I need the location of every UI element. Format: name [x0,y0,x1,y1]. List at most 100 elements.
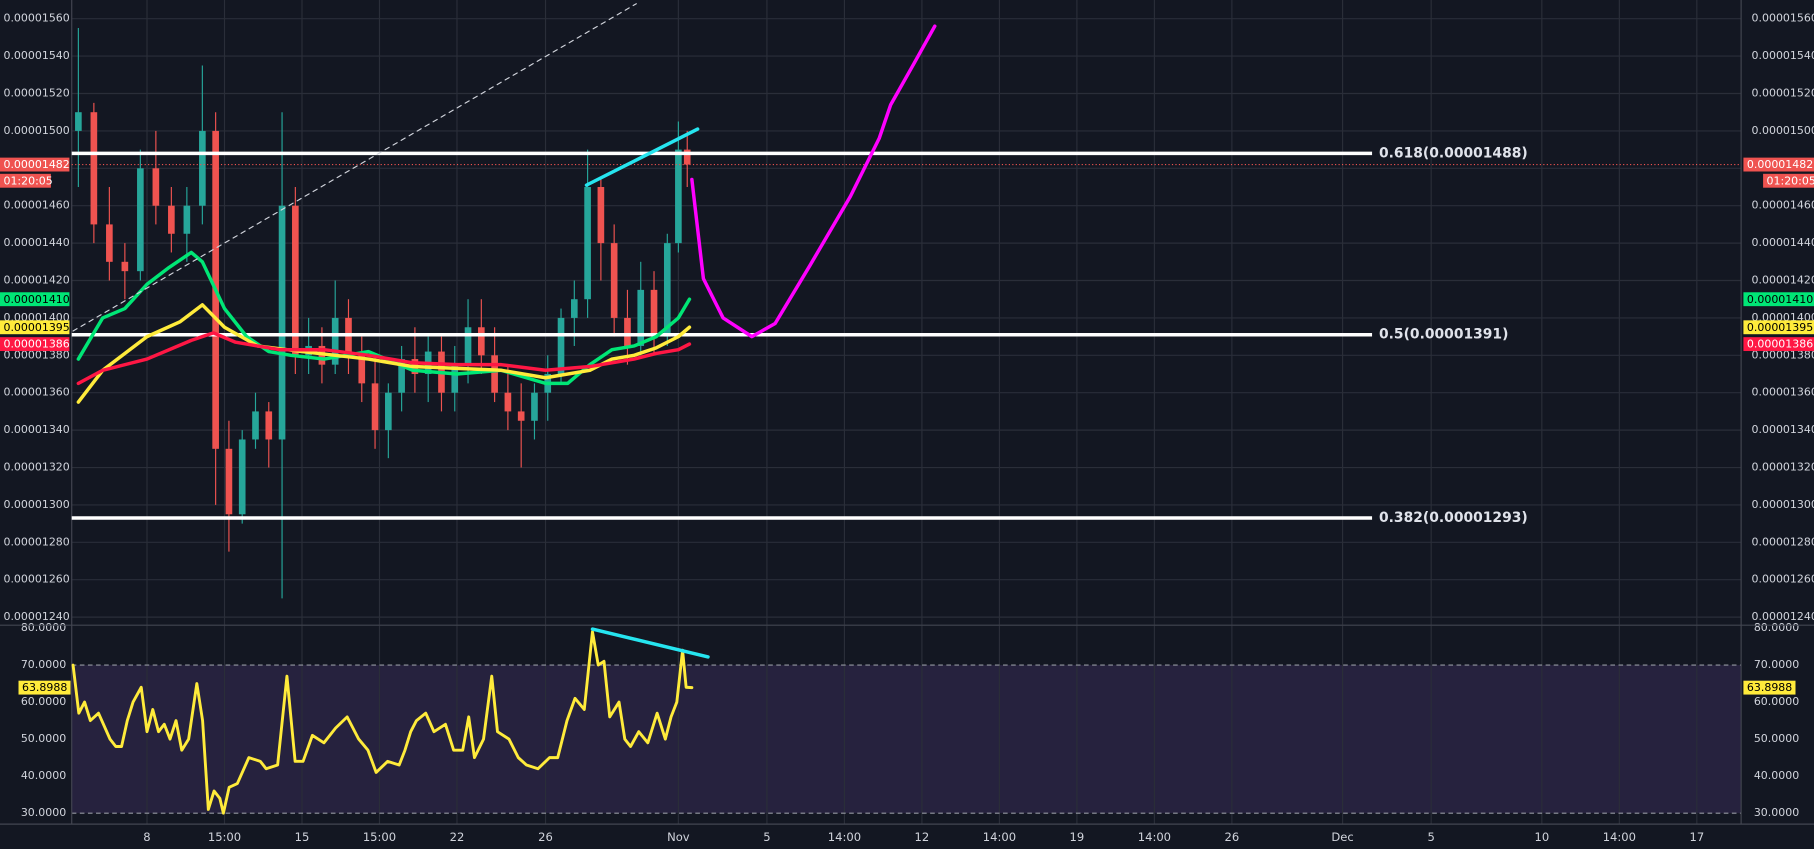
y-tick-label: 0.00001540 [3,49,69,62]
y-tick-label: 0.00001560 [1752,12,1814,25]
value-tag-label: 0.00001410 [1747,293,1813,306]
y-tick-label: 60.0000 [1754,695,1799,708]
candle-body [478,327,485,356]
candle-body [663,243,671,337]
candle-body [371,383,379,431]
candle-body [637,289,645,346]
x-tick-label: 22 [450,830,465,844]
candle-body [345,317,352,356]
candle-body [292,205,299,356]
candle-body [278,205,286,440]
y-tick-label: 0.00001460 [1752,199,1814,212]
value-tag [0,320,70,335]
candle-body [683,149,691,165]
y-tick-label: 40.0000 [1754,769,1799,782]
y-tick-label: 0.00001240 [3,610,69,623]
candle-body [168,205,175,234]
candle-body [597,187,605,244]
x-tick-label: Dec [1331,830,1353,844]
y-tick-label: 80.0000 [21,621,66,634]
x-tick-label: 14:00 [828,830,861,844]
y-tick-label: 0.00001360 [1752,386,1814,399]
x-tick-label: 8 [143,830,150,844]
candle-body [183,205,191,234]
y-tick-label: 30.0000 [21,806,66,819]
candle-body [265,411,273,440]
y-tick-label: 0.00001540 [1752,49,1814,62]
value-tag-label: 63.8988 [1747,681,1792,694]
candle-body [225,448,233,515]
value-tag-label: 63.8988 [22,681,67,694]
candle-body [624,317,631,346]
candle-body [610,243,618,318]
x-tick-label: 15:00 [363,830,396,844]
x-tick-label: 17 [1689,830,1704,844]
candle-body [464,327,472,365]
fib-label: 0.5(0.00001391) [1379,327,1508,343]
candle-body [121,261,129,272]
y-tick-label: 0.00001520 [3,87,69,100]
x-tick-label: 26 [1225,830,1240,844]
candle-body [398,359,405,393]
value-tag-label: 0.00001410 [3,293,69,306]
y-tick-label: 30.0000 [1754,806,1799,819]
countdown-label: 01:20:05 [3,174,52,187]
candle-body [358,355,366,384]
candle-body [252,411,259,440]
y-tick-label: 70.0000 [21,658,66,671]
x-tick-label: 5 [1427,830,1434,844]
x-tick-label: 15:00 [208,830,241,844]
value-tag-label: 0.00001395 [3,321,69,334]
value-tag [1743,292,1814,307]
moving-average [76,331,692,386]
y-tick-label: 0.00001420 [3,274,69,287]
value-tag [18,680,71,695]
y-tick-label: 0.00001380 [1752,348,1814,361]
y-tick-label: 0.00001560 [3,12,69,25]
y-tick-label: 0.00001340 [3,423,69,436]
candle-body [90,112,98,225]
value-tag [1743,157,1814,172]
x-tick-label: 15 [295,830,310,844]
y-tick-label: 0.00001300 [1752,498,1814,511]
x-tick-label: 14:00 [983,830,1016,844]
countdown-tag [1763,173,1814,188]
y-tick-label: 0.00001320 [1752,461,1814,474]
y-tick-label: 0.00001460 [3,199,69,212]
countdown-tag [0,173,51,188]
drawing [690,24,937,339]
drawing [590,627,710,659]
y-tick-label: 60.0000 [21,695,66,708]
y-tick-label: 50.0000 [1754,732,1799,745]
candle-body [238,439,246,515]
candle-body [199,130,206,206]
candle-body [650,289,658,337]
rsi-band [71,665,1742,814]
x-tick-label: 19 [1070,830,1085,844]
y-tick-label: 0.00001360 [3,386,69,399]
value-tag [0,337,70,352]
value-tag-label: 0.00001386 [1747,338,1813,351]
y-tick-label: 0.00001240 [1752,610,1814,623]
y-tick-label: 0.00001320 [3,461,69,474]
candle-body [517,411,525,421]
y-tick-label: 80.0000 [1754,621,1799,634]
value-tag [0,292,70,307]
y-tick-label: 0.00001420 [1752,274,1814,287]
y-tick-label: 50.0000 [21,732,66,745]
candle-body [584,187,591,300]
x-tick-label: 12 [915,830,930,844]
rsi-line [71,630,694,815]
value-tag-label: 0.00001395 [1747,321,1813,334]
y-tick-label: 0.00001340 [1752,423,1814,436]
x-tick-label: Nov [667,830,690,844]
value-tag [1743,337,1814,352]
y-tick-label: 70.0000 [1754,658,1799,671]
y-tick-label: 0.00001380 [3,348,69,361]
drawing [584,127,700,187]
moving-average [76,303,692,404]
value-tag [0,157,70,172]
candle-body [557,317,565,375]
value-tag [1743,320,1814,335]
